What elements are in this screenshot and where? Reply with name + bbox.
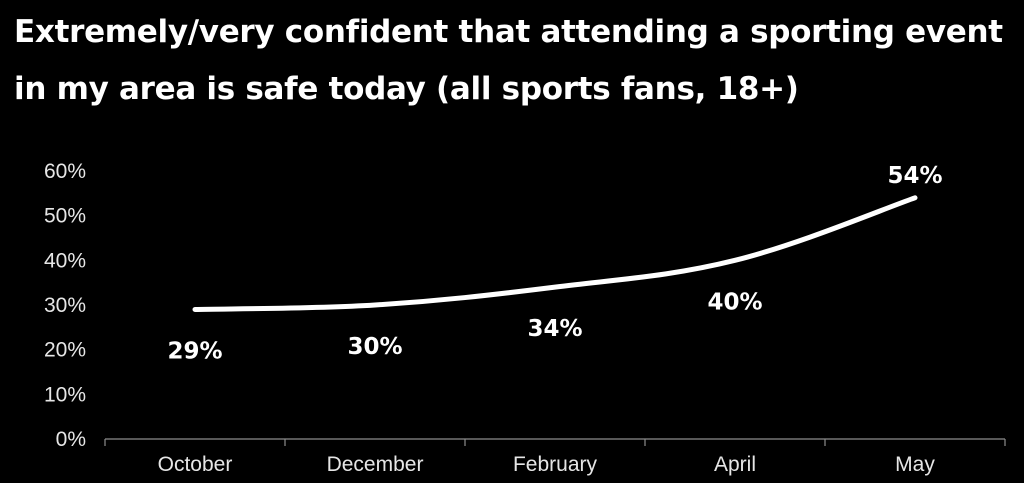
chart-title: Extremely/very confident that attending … (14, 14, 1003, 107)
x-tick-label: April (714, 453, 756, 476)
y-tick-label: 0% (56, 428, 86, 451)
data-label: 40% (707, 289, 762, 315)
series-line (192, 195, 918, 312)
data-label: 30% (347, 334, 402, 360)
y-tick-label: 20% (44, 339, 86, 362)
data-label: 54% (887, 163, 942, 189)
data-label: 29% (167, 338, 222, 364)
x-tick-label: May (895, 453, 935, 476)
x-tick-label: February (513, 453, 598, 476)
y-tick-label: 30% (44, 294, 86, 317)
y-tick-label: 10% (44, 383, 86, 406)
y-tick-label: 40% (44, 249, 86, 272)
y-tick-label: 50% (44, 205, 86, 228)
data-label: 34% (527, 316, 582, 342)
x-tick-label: October (158, 453, 233, 476)
y-tick-label: 60% (44, 160, 86, 183)
x-tick-label: December (327, 453, 424, 476)
